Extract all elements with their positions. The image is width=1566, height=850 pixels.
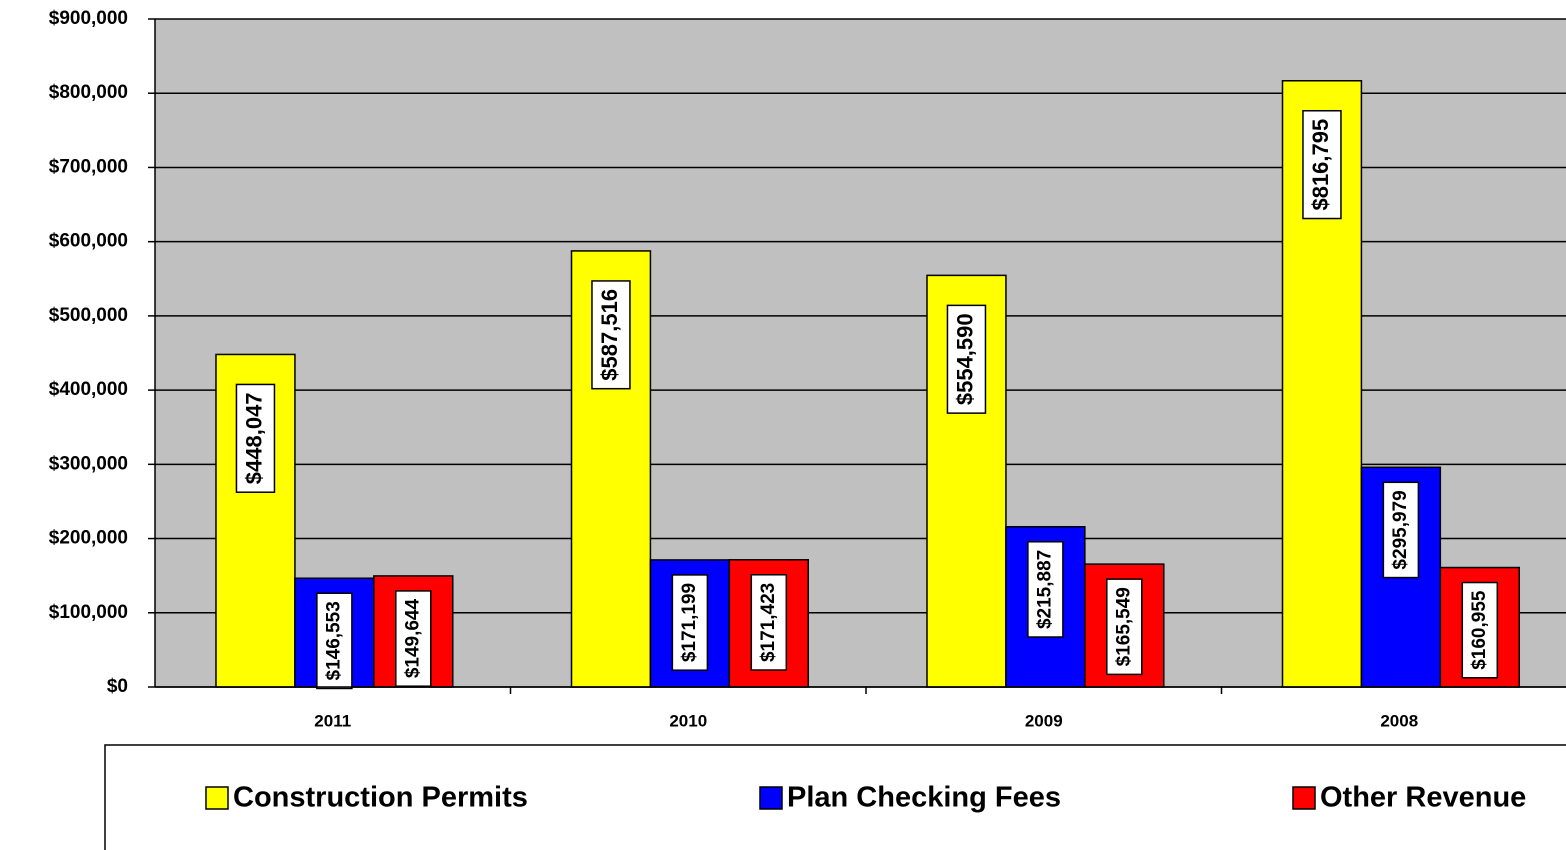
y-tick-label: $600,000 [49,231,128,252]
data-label: $160,955 [1469,590,1490,670]
data-label: $215,887 [1034,550,1055,629]
data-label-box [750,574,788,671]
data-label-box [1106,578,1143,676]
y-tick-label: $400,000 [49,379,128,400]
data-label: $295,979 [1390,490,1411,569]
data-label-box [1302,110,1342,220]
x-tick-label: 2009 [1025,711,1063,730]
data-label-box [1382,481,1420,579]
data-label-box [235,383,276,493]
data-label-box [591,280,631,390]
data-label-box [316,592,353,690]
data-label-box [671,574,709,671]
legend-swatch [1292,786,1316,810]
data-label: $448,047 [241,392,266,484]
data-label: $171,199 [679,583,700,662]
data-label: $171,423 [758,583,779,662]
x-tick-label: 2010 [669,711,707,730]
legend-label: Plan Checking Fees [787,782,1061,814]
data-label: $587,516 [597,289,622,381]
data-label: $554,590 [952,313,977,405]
data-label-box [1461,581,1499,679]
legend-box [104,744,1566,850]
y-tick-label: $800,000 [49,82,128,103]
data-label: $146,553 [323,601,344,680]
y-tick-label: $500,000 [49,305,128,326]
y-tick-label: $0 [107,676,128,697]
data-label-box [395,590,432,687]
legend-swatch [205,786,229,810]
data-label-box [1027,541,1064,638]
x-tick-label: 2011 [314,711,351,730]
legend-label: Construction Permits [233,782,528,814]
data-label: $165,549 [1113,587,1134,666]
legend-swatch [759,786,783,810]
x-tick-label: 2008 [1380,711,1418,730]
y-tick-label: $300,000 [49,453,128,474]
y-tick-label: $200,000 [49,528,128,549]
y-tick-label: $700,000 [49,156,128,177]
data-label: $816,795 [1308,119,1333,211]
legend-label: Other Revenue [1320,782,1526,814]
data-label-box [946,304,987,414]
y-tick-label: $900,000 [49,8,128,29]
y-tick-label: $100,000 [49,602,128,623]
data-label: $149,644 [402,599,423,679]
